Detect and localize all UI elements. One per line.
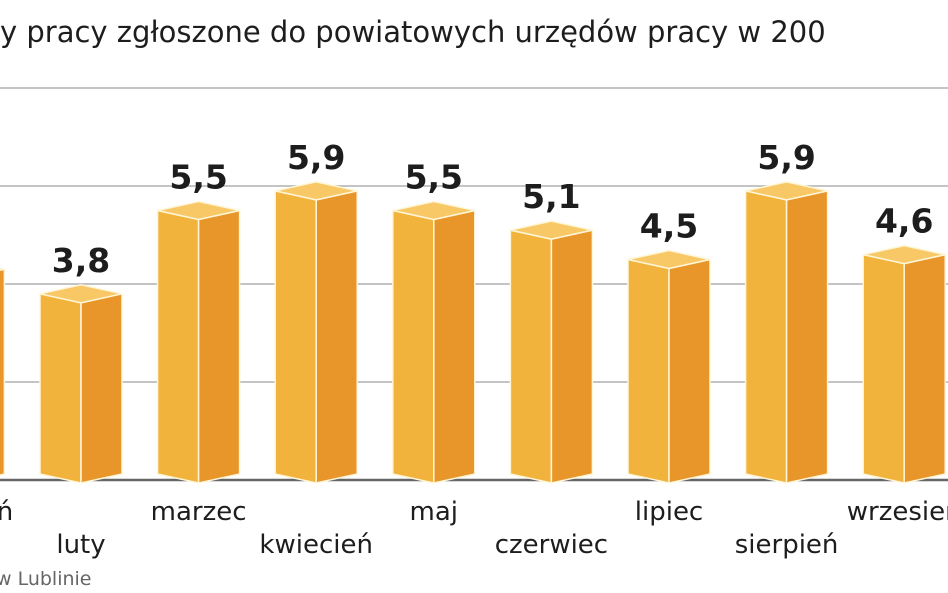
bar-top-face — [275, 181, 358, 201]
category-label: wrzesień — [847, 497, 948, 527]
bar-side-face — [550, 229, 594, 484]
bar-top-face — [510, 220, 593, 240]
category-label: sierpień — [735, 530, 839, 560]
category-label: luty — [56, 530, 105, 560]
bar-front-face — [509, 229, 553, 484]
data-label: 5,5 — [405, 158, 463, 197]
category-label: lipiec — [635, 497, 703, 527]
bar-marzec: 5,5 marzec — [151, 158, 247, 528]
data-label: 5,5 — [169, 158, 227, 197]
bar-wrzesień: 4,6 wrzesień — [847, 202, 948, 527]
bar-side-face — [668, 258, 711, 484]
data-label: 5,9 — [287, 138, 345, 177]
bar-top-face — [745, 181, 828, 201]
bar-front-face — [274, 189, 317, 484]
bar-front-face — [862, 253, 905, 484]
data-label: 3,8 — [52, 241, 110, 280]
category-label: styczeń — [0, 497, 13, 527]
data-label: 5,9 — [757, 138, 815, 177]
bar-top-face — [157, 200, 240, 221]
bar-side-face — [315, 189, 358, 484]
bar-styczeń: styczeń — [0, 267, 13, 527]
bar-front-face — [744, 189, 788, 484]
category-label: czerwiec — [495, 530, 608, 560]
bar-top-face — [392, 200, 475, 221]
data-label: 4,6 — [875, 202, 933, 241]
bar-front-face — [156, 209, 200, 484]
bar-side-face — [80, 292, 123, 484]
bar-kwiecień: 5,9 kwiecień — [259, 138, 373, 560]
category-label: maj — [410, 497, 458, 527]
bar-side-face — [433, 209, 476, 484]
bar-side-face — [785, 189, 829, 484]
category-label: kwiecień — [259, 530, 373, 560]
bar-front-face — [627, 258, 670, 484]
bar-lipiec: 4,5 lipiec — [627, 207, 711, 527]
chart-title: y pracy zgłoszone do powiatowych urzędów… — [0, 15, 826, 49]
data-label: 5,1 — [522, 177, 580, 216]
data-label: 4,5 — [640, 207, 698, 246]
bar-czerwiec: 5,1 czerwiec — [495, 177, 608, 560]
bar-top-face — [627, 249, 711, 270]
bar-top-face — [39, 284, 123, 304]
bar-front-face — [39, 292, 82, 484]
source-note: w Lublinie — [0, 568, 92, 590]
bar-top-face — [863, 244, 946, 265]
bar-side-face — [0, 268, 6, 476]
bar-luty: 3,8 luty — [39, 241, 123, 560]
bar-top-face — [0, 267, 5, 272]
bar-side-face — [197, 209, 241, 484]
category-label: marzec — [151, 497, 247, 527]
bar-side-face — [903, 253, 946, 484]
bar-front-face — [392, 209, 435, 484]
bar-maj: 5,5 maj — [392, 158, 476, 527]
bar-sierpień: 5,9 sierpień — [735, 138, 839, 560]
